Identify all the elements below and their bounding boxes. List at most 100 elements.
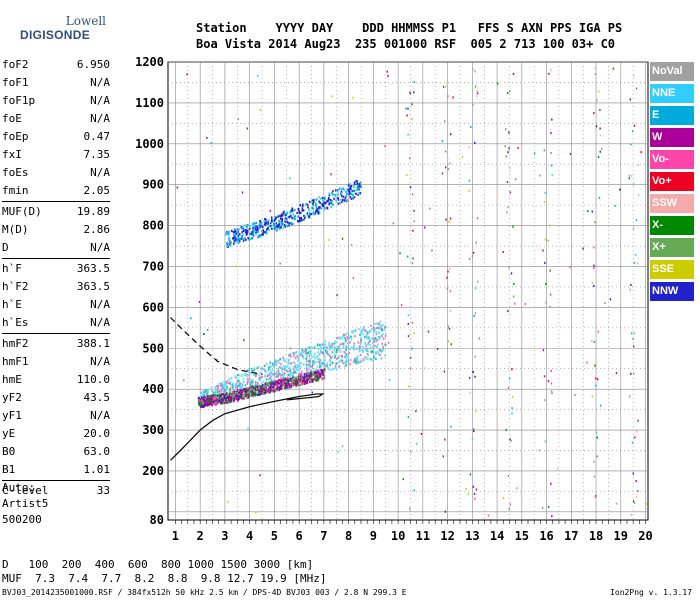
- echo-point: [245, 238, 247, 241]
- echo-point: [328, 341, 331, 344]
- param-name: h`F: [2, 262, 22, 275]
- echo-point: [549, 305, 551, 308]
- d-values: 100 200 400 600 800 1000 1500 3000 [km]: [28, 558, 314, 571]
- echo-point: [341, 350, 344, 353]
- echo-point: [359, 181, 362, 184]
- echo-point: [347, 184, 350, 187]
- echo-point: [354, 329, 357, 332]
- echo-point: [316, 373, 318, 376]
- echo-point: [292, 213, 295, 216]
- echo-point: [544, 399, 546, 402]
- echo-point: [318, 210, 320, 213]
- echo-point: [202, 405, 204, 409]
- echo-point: [251, 222, 254, 225]
- echo-point: [373, 327, 376, 330]
- echo-point: [431, 249, 433, 252]
- echo-point: [604, 302, 606, 305]
- echo-point: [629, 288, 631, 291]
- echo-point: [474, 70, 476, 73]
- echo-point: [345, 364, 348, 367]
- echo-point: [353, 358, 356, 361]
- echo-point: [551, 390, 553, 393]
- echo-point: [635, 219, 638, 222]
- echo-point: [283, 381, 286, 384]
- echo-point: [303, 382, 306, 385]
- echo-point: [321, 373, 324, 377]
- echo-point: [252, 379, 254, 382]
- echo-point: [219, 399, 222, 402]
- echo-point: [272, 362, 274, 365]
- echo-point: [301, 351, 304, 354]
- echo-point: [301, 383, 303, 386]
- echo-point: [284, 372, 286, 375]
- param-value: 1.01: [83, 463, 111, 476]
- echo-point: [309, 380, 311, 384]
- echo-point: [275, 216, 277, 219]
- echo-point: [261, 367, 263, 370]
- echo-point: [283, 365, 285, 368]
- echo-point: [295, 366, 297, 369]
- echo-point: [345, 332, 348, 336]
- echo-point: [367, 354, 369, 357]
- echo-point: [273, 383, 276, 386]
- echo-point: [270, 372, 273, 375]
- echo-point: [444, 166, 447, 169]
- echo-point: [514, 178, 517, 181]
- echo-point: [509, 191, 512, 194]
- param-name: B0: [2, 445, 16, 458]
- echo-point: [507, 310, 509, 313]
- echo-point: [544, 238, 547, 241]
- echo-point: [300, 371, 303, 375]
- echo-point: [246, 393, 249, 396]
- echo-point: [345, 195, 347, 198]
- echo-point: [468, 258, 471, 261]
- echo-point: [201, 404, 204, 407]
- echo-point: [271, 389, 273, 392]
- echo-point: [238, 233, 241, 236]
- echo-point: [340, 192, 343, 195]
- echo-point: [209, 399, 211, 402]
- echo-point: [593, 475, 596, 478]
- echo-point: [235, 235, 238, 239]
- echo-point: [410, 450, 412, 453]
- echo-point: [574, 394, 576, 397]
- echo-point: [316, 209, 318, 212]
- echo-point: [246, 229, 249, 233]
- echo-point: [309, 371, 312, 374]
- echo-point: [241, 237, 243, 240]
- echo-point: [348, 188, 351, 191]
- echo-point: [281, 219, 283, 223]
- echo-point: [294, 363, 297, 366]
- echo-point: [302, 382, 304, 385]
- echo-point: [465, 487, 467, 490]
- echo-point: [309, 214, 312, 217]
- echo-point: [223, 384, 226, 387]
- echo-point: [550, 69, 552, 72]
- echo-point: [295, 371, 297, 374]
- echo-point: [231, 395, 233, 398]
- echo-point: [314, 211, 317, 214]
- x-tick-label: 4: [246, 529, 253, 543]
- echo-point: [387, 74, 389, 77]
- echo-point: [631, 174, 633, 177]
- echo-point: [386, 70, 389, 73]
- echo-point: [253, 385, 256, 388]
- echo-point: [288, 358, 291, 361]
- echo-point: [254, 394, 256, 397]
- echo-point: [332, 190, 334, 193]
- echo-point: [251, 393, 254, 397]
- x-tick-label: 15: [515, 529, 529, 543]
- echo-point: [262, 392, 264, 395]
- echo-point: [319, 365, 321, 369]
- echo-point: [347, 331, 349, 334]
- echo-point: [276, 371, 279, 374]
- echo-point: [345, 361, 347, 364]
- echo-point: [505, 128, 507, 131]
- echo-point: [444, 120, 446, 123]
- echo-point: [249, 394, 252, 397]
- echo-point: [254, 222, 256, 225]
- echo-point: [227, 399, 229, 403]
- echo-point: [275, 380, 278, 383]
- echo-point: [373, 340, 376, 343]
- echo-point: [505, 155, 507, 158]
